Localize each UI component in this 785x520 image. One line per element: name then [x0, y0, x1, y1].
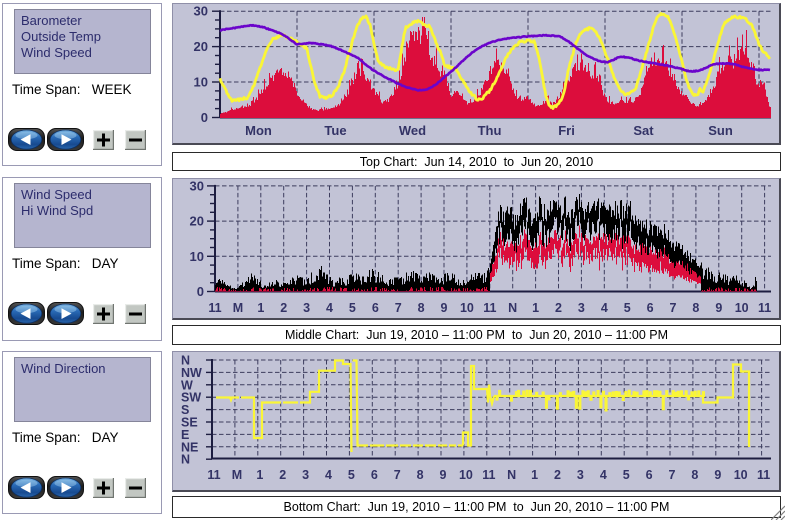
svg-text:Sun: Sun [708, 123, 733, 138]
svg-text:10: 10 [460, 301, 474, 315]
svg-text:9: 9 [714, 468, 721, 482]
svg-text:3: 3 [302, 468, 309, 482]
svg-text:8: 8 [691, 468, 698, 482]
svg-text:SW: SW [181, 391, 201, 405]
svg-text:Fri: Fri [558, 123, 575, 138]
svg-text:0: 0 [201, 110, 208, 125]
svg-text:7: 7 [669, 468, 676, 482]
svg-text:S: S [181, 403, 189, 417]
svg-text:Mon: Mon [245, 123, 272, 138]
svg-text:5: 5 [349, 301, 356, 315]
svg-text:Thu: Thu [478, 123, 502, 138]
svg-text:3: 3 [577, 468, 584, 482]
svg-text:M: M [233, 301, 243, 315]
svg-text:9: 9 [715, 301, 722, 315]
svg-text:9: 9 [440, 468, 447, 482]
svg-text:10: 10 [459, 468, 473, 482]
svg-text:E: E [181, 428, 189, 442]
svg-text:6: 6 [647, 301, 654, 315]
svg-text:M: M [232, 468, 242, 482]
svg-text:N: N [181, 354, 190, 368]
svg-text:11: 11 [757, 468, 770, 482]
svg-text:NW: NW [181, 366, 202, 380]
svg-text:2: 2 [554, 468, 561, 482]
svg-text:6: 6 [646, 468, 653, 482]
svg-text:4: 4 [600, 468, 607, 482]
svg-text:2: 2 [279, 468, 286, 482]
svg-text:10: 10 [734, 468, 748, 482]
svg-text:Wed: Wed [399, 123, 426, 138]
svg-text:1: 1 [257, 301, 264, 315]
svg-text:1: 1 [256, 468, 263, 482]
svg-text:10: 10 [735, 301, 749, 315]
svg-text:11: 11 [208, 301, 221, 315]
svg-text:N: N [508, 301, 517, 315]
svg-text:1: 1 [531, 468, 538, 482]
svg-text:4: 4 [325, 468, 332, 482]
svg-text:Sat: Sat [633, 123, 654, 138]
svg-text:30: 30 [194, 4, 208, 19]
svg-text:8: 8 [417, 468, 424, 482]
svg-text:SE: SE [181, 416, 198, 430]
svg-text:4: 4 [601, 301, 608, 315]
svg-text:10: 10 [190, 249, 204, 264]
svg-text:7: 7 [395, 301, 402, 315]
svg-text:2: 2 [280, 301, 287, 315]
svg-text:2: 2 [555, 301, 562, 315]
svg-text:N: N [181, 453, 190, 467]
svg-text:11: 11 [482, 468, 495, 482]
svg-text:3: 3 [578, 301, 585, 315]
svg-text:11: 11 [758, 301, 771, 315]
svg-text:11: 11 [207, 468, 220, 482]
svg-text:11: 11 [483, 301, 496, 315]
svg-text:8: 8 [418, 301, 425, 315]
svg-text:1: 1 [532, 301, 539, 315]
svg-text:8: 8 [692, 301, 699, 315]
svg-text:6: 6 [372, 301, 379, 315]
svg-text:5: 5 [624, 301, 631, 315]
svg-text:10: 10 [194, 75, 208, 90]
svg-text:9: 9 [441, 301, 448, 315]
svg-text:7: 7 [394, 468, 401, 482]
svg-text:3: 3 [303, 301, 310, 315]
svg-text:6: 6 [371, 468, 378, 482]
svg-text:7: 7 [670, 301, 677, 315]
svg-text:N: N [507, 468, 516, 482]
svg-text:5: 5 [623, 468, 630, 482]
svg-text:30: 30 [190, 179, 204, 193]
svg-text:20: 20 [190, 214, 204, 229]
svg-text:Tue: Tue [324, 123, 346, 138]
svg-text:W: W [181, 378, 193, 392]
svg-text:NE: NE [181, 440, 198, 454]
svg-text:4: 4 [326, 301, 333, 315]
svg-text:0: 0 [197, 284, 204, 299]
svg-text:5: 5 [348, 468, 355, 482]
svg-text:20: 20 [194, 39, 208, 54]
